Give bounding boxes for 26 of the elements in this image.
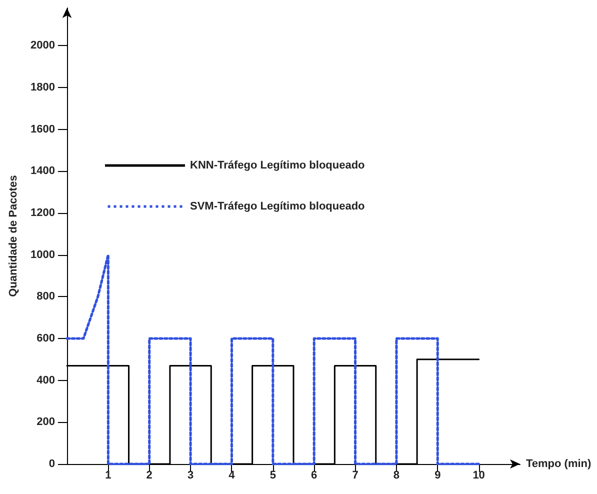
x-tick-label: 5 (270, 470, 276, 482)
x-tick-label: 2 (146, 470, 152, 482)
y-tick-label: 1000 (30, 248, 55, 261)
y-tick-label: 2000 (30, 40, 55, 52)
x-tick-label: 4 (228, 470, 236, 482)
x-tick-label: 6 (311, 470, 318, 482)
y-axis-title: Quantidade de Pacotes (8, 175, 20, 297)
legend-label: KNN-Tráfego Legítimo bloqueado (190, 160, 366, 172)
legend-label: SVM-Tráfego Legítimo bloqueado (190, 200, 366, 212)
y-tick-label: 400 (36, 374, 55, 386)
x-tick-label: 7 (352, 470, 358, 482)
line-series (66, 254, 480, 466)
y-tick-label: 0 (48, 458, 55, 470)
x-tick-label: 8 (393, 470, 400, 482)
y-tick-label: 1200 (30, 206, 55, 219)
y-tick-label: 1600 (30, 123, 55, 136)
y-tick-label: 1400 (30, 165, 55, 178)
x-axis-title: Tempo (min) (526, 458, 592, 470)
x-tick-label: 3 (187, 470, 194, 482)
x-tick-label: 10 (472, 470, 485, 482)
y-tick-label: 600 (36, 332, 55, 344)
y-tick-label: 1800 (30, 81, 55, 94)
y-tick-label: 200 (36, 416, 55, 428)
x-tick-label: 9 (434, 470, 441, 482)
x-tick-label: 1 (105, 470, 112, 482)
y-tick-label: 800 (36, 290, 55, 303)
